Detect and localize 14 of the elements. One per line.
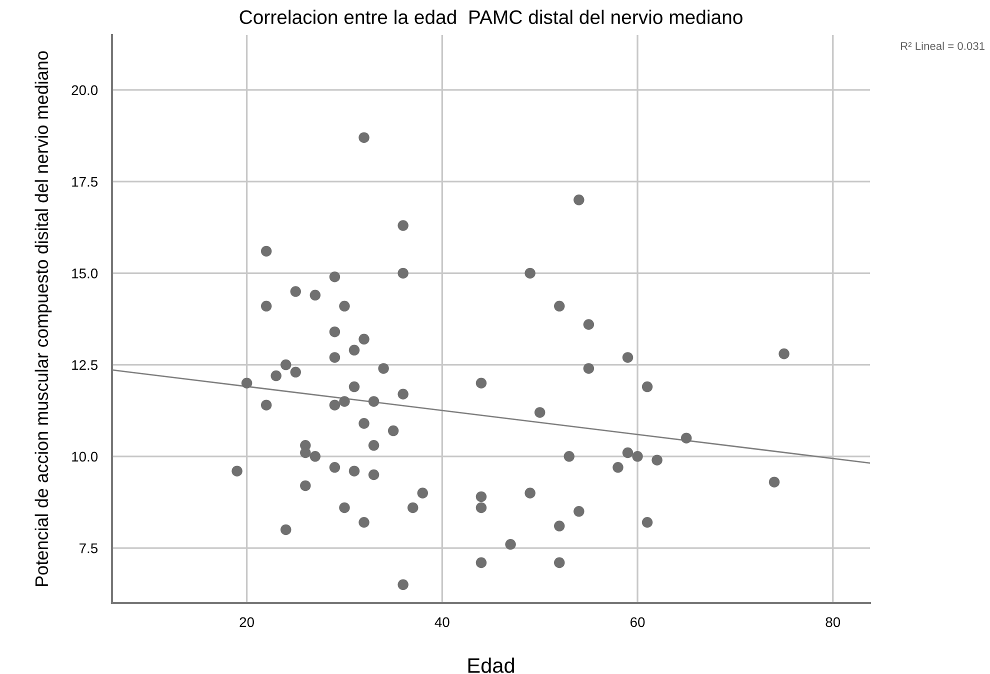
y-tick-label: 7.5	[80, 544, 98, 554]
y-tick-label: 15.0	[72, 268, 98, 278]
chart-title: Correlacion entre la edad PAMC distal del nervio mediano	[240, 10, 742, 24]
y-axis-title: Potencial de accion muscular compuesto disital del nervio mediano	[34, 51, 52, 586]
x-tick-label: 80	[826, 617, 840, 628]
y-tick-label: 17.5	[72, 177, 98, 187]
x-axis-title: Edad	[468, 658, 514, 673]
x-tick-label: 60	[630, 617, 645, 628]
y-tick-label: 20.0	[72, 85, 98, 96]
y-tick-label: 12.5	[72, 360, 98, 370]
x-tick-label: 40	[434, 617, 450, 628]
x-tick-label: 20	[240, 617, 254, 628]
text: R² Lineal = 0.031	[900, 42, 984, 50]
y-tick-label: 10.0	[72, 452, 98, 462]
